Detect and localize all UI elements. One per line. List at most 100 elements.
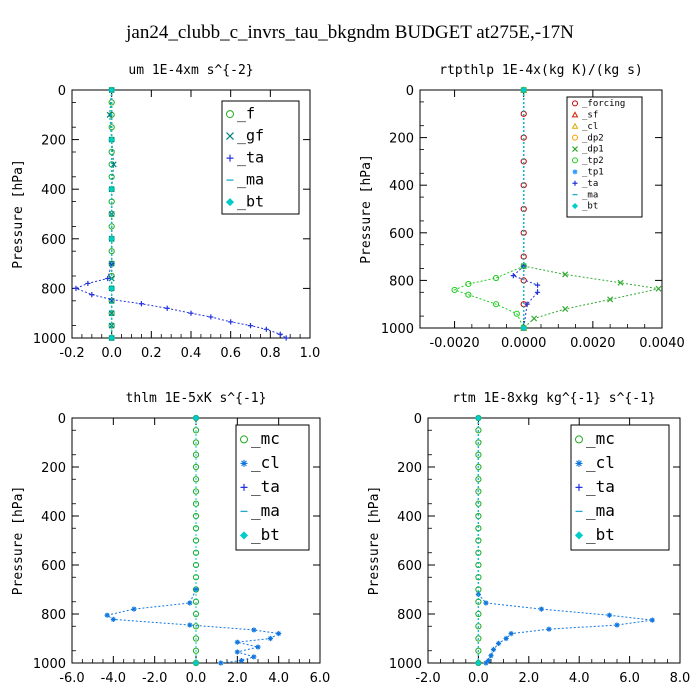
chart-panel-rtpthlp: rtpthlp 1E-4x(kg K)/(kg s) Pressure [hPa]… — [359, 63, 685, 351]
x-tick-label: 6.0 — [310, 671, 331, 686]
series-ta — [510, 87, 541, 331]
x-tick-label: 2.0 — [518, 671, 539, 686]
legend-entry: _ma — [582, 190, 598, 200]
x-tick-label: 1.0 — [300, 346, 321, 361]
y-tick-label: 200 — [389, 132, 414, 147]
legend-entry: _ta — [251, 477, 280, 496]
legend-box — [570, 424, 670, 551]
legend-entry: _bt — [251, 525, 280, 544]
data-point — [534, 289, 541, 295]
data-point — [188, 310, 194, 316]
y-axis-label: Pressure [hPa] — [367, 486, 382, 596]
x-tick-label: 0.0 — [468, 671, 489, 686]
legend: _mc _cl _ta _ma _bt — [570, 424, 670, 551]
y-tick-label: 800 — [41, 608, 66, 623]
y-tick-label: 0 — [58, 412, 66, 427]
series-line — [477, 418, 653, 664]
legend-entry: _dp2 — [582, 133, 604, 143]
data-point — [483, 660, 489, 666]
y-tick-label: 200 — [41, 134, 66, 149]
chart-panel-rtm: rtm 1E-8xkg kg^{-1} s^{-1} Pressure [hPa]… — [367, 391, 690, 686]
y-tick-label: 1000 — [33, 657, 66, 672]
data-point — [192, 414, 200, 422]
data-point — [238, 657, 245, 664]
series-cl — [475, 415, 655, 666]
legend-marker — [571, 111, 579, 118]
legend-marker — [240, 435, 248, 444]
legend-entry: _tp2 — [582, 156, 604, 166]
legend-marker — [225, 198, 235, 207]
data-point — [85, 280, 91, 287]
data-point — [475, 476, 482, 483]
data-point — [492, 274, 500, 282]
legend-entry: _gf — [237, 127, 264, 145]
legend-entry: _sf — [582, 111, 598, 121]
series-ta — [73, 87, 289, 341]
legend-entry: _ma — [586, 501, 615, 520]
y-tick-label: 1000 — [33, 332, 66, 347]
data-point — [617, 279, 624, 286]
legend-marker — [572, 146, 578, 152]
data-point — [192, 476, 200, 483]
x-tick-label: 0.8 — [260, 346, 281, 361]
data-point — [475, 647, 482, 654]
data-point — [251, 654, 257, 660]
x-tick-label: 4.0 — [569, 671, 590, 686]
legend-marker — [572, 157, 578, 164]
chart-panel-thlm: thlm 1E-5xK s^{-1} Pressure [hPa] -6.0 -4.0… — [11, 391, 330, 686]
series-line — [453, 90, 525, 329]
data-point — [108, 186, 115, 193]
legend-marker — [572, 134, 578, 141]
data-point — [108, 136, 115, 143]
data-point — [524, 301, 530, 307]
x-tick-label: -2.0 — [415, 671, 440, 686]
data-point — [534, 282, 541, 288]
data-point — [607, 296, 614, 303]
data-point — [208, 314, 214, 320]
x-tick-label: 0.0 — [186, 671, 207, 686]
legend-entry: _ta — [582, 179, 598, 189]
data-point — [251, 627, 257, 633]
data-point — [131, 606, 137, 612]
legend-marker — [572, 169, 578, 175]
data-point — [655, 285, 662, 292]
legend-marker — [226, 110, 234, 119]
data-point — [465, 291, 472, 298]
data-point — [234, 649, 240, 655]
legend-marker — [575, 435, 583, 444]
data-point — [106, 111, 113, 118]
x-tick-label: 0.0020 — [570, 336, 616, 351]
y-tick-label: 0 — [414, 412, 422, 427]
legend: _forcing _sf_cl_dp2 _dp1_tp2 _tp1_ta_ma _bt — [566, 96, 643, 218]
data-point — [267, 635, 273, 642]
legend-entry: _forcing — [582, 99, 625, 109]
y-tick-label: 600 — [41, 559, 66, 574]
y-tick-label: 400 — [41, 510, 66, 525]
y-tick-label: 800 — [389, 274, 414, 289]
x-tick-label: 0.0 — [101, 346, 122, 361]
legend-entry: _ta — [237, 149, 264, 167]
data-point — [451, 286, 458, 294]
x-tick-label: -2.0 — [142, 671, 167, 686]
legend-entry: _ta — [586, 477, 615, 496]
data-point — [495, 640, 502, 646]
data-point — [475, 659, 482, 667]
legend-marker — [575, 459, 583, 467]
series-tp2 — [451, 86, 527, 332]
y-tick-label: 0 — [58, 84, 66, 99]
legend: _f _gf _ta _ma _bt — [221, 100, 300, 215]
data-point — [475, 451, 482, 458]
legend-marker — [239, 531, 249, 540]
data-point — [513, 310, 520, 317]
legend-box — [566, 96, 643, 218]
data-point — [73, 285, 79, 291]
series-bt — [520, 86, 527, 332]
x-tick-label: 4.0 — [268, 671, 289, 686]
data-point — [562, 305, 569, 312]
y-tick-label: 400 — [389, 179, 414, 194]
x-tick-label: 6.0 — [619, 671, 640, 686]
x-tick-label: -4.0 — [101, 671, 126, 686]
data-point — [192, 647, 200, 654]
data-point — [193, 586, 199, 593]
legend-entry: _ma — [237, 171, 264, 189]
